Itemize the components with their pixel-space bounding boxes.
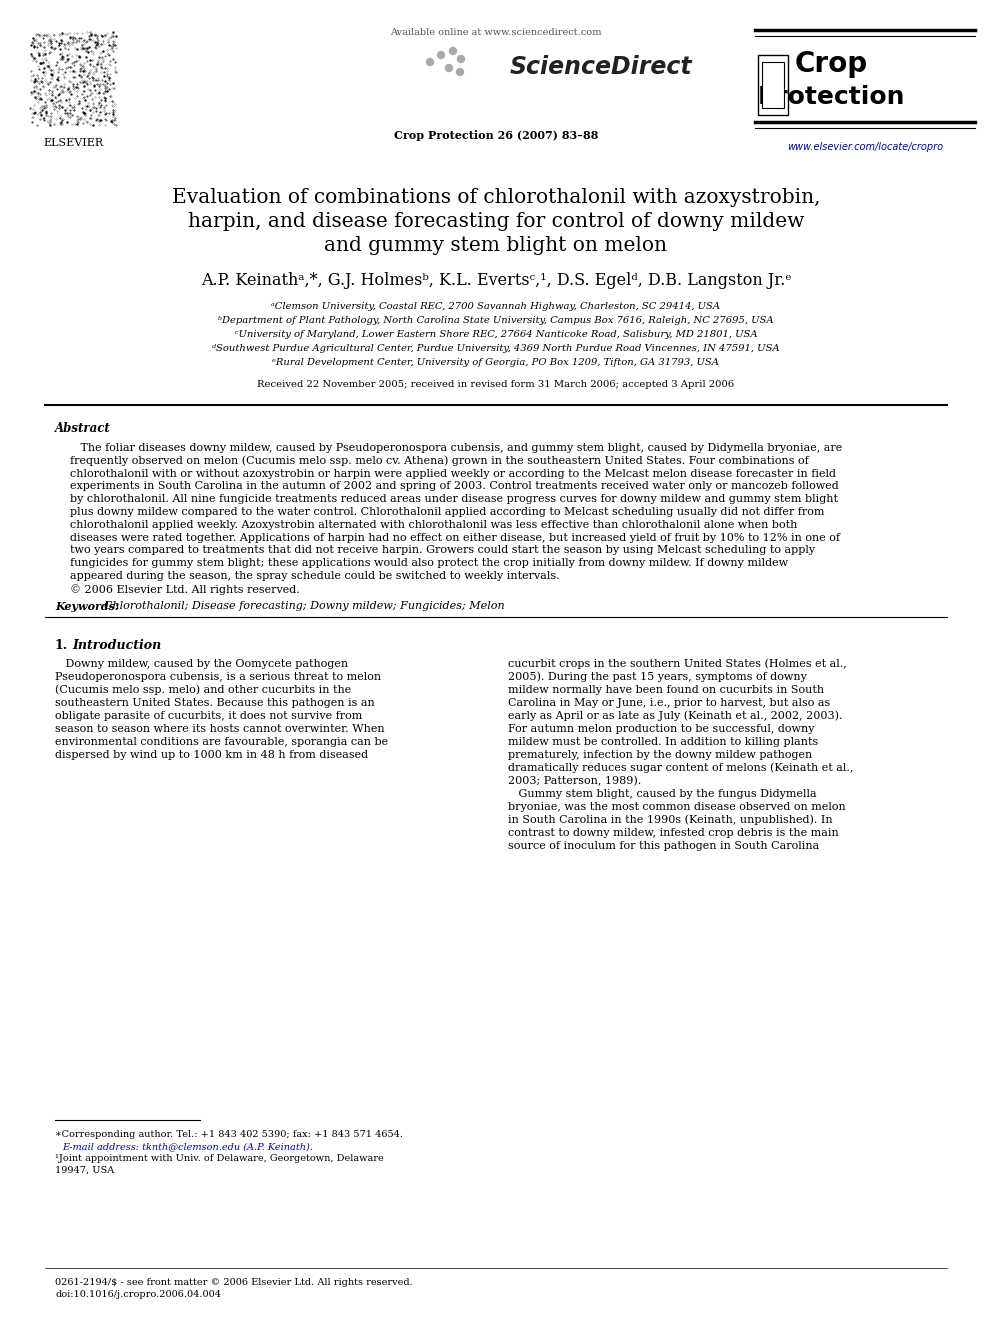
Text: in South Carolina in the 1990s (Keinath, unpublished). In: in South Carolina in the 1990s (Keinath,… bbox=[508, 815, 832, 826]
Text: chlorothalonil applied weekly. Azoxystrobin alternated with chlorothalonil was l: chlorothalonil applied weekly. Azoxystro… bbox=[70, 520, 798, 529]
Text: contrast to downy mildew, infested crop debris is the main: contrast to downy mildew, infested crop … bbox=[508, 828, 839, 837]
Text: early as April or as late as July (Keinath et al., 2002, 2003).: early as April or as late as July (Keina… bbox=[508, 710, 842, 721]
Text: cucurbit crops in the southern United States (Holmes et al.,: cucurbit crops in the southern United St… bbox=[508, 659, 847, 669]
Text: 0261-2194/$ - see front matter © 2006 Elsevier Ltd. All rights reserved.: 0261-2194/$ - see front matter © 2006 El… bbox=[55, 1278, 413, 1287]
Text: obligate parasite of cucurbits, it does not survive from: obligate parasite of cucurbits, it does … bbox=[55, 710, 362, 721]
Text: Available online at www.sciencedirect.com: Available online at www.sciencedirect.co… bbox=[390, 28, 602, 37]
Text: appeared during the season, the spray schedule could be switched to weekly inter: appeared during the season, the spray sc… bbox=[70, 572, 559, 581]
Text: The foliar diseases downy mildew, caused by Pseudoperonospora cubensis, and gumm: The foliar diseases downy mildew, caused… bbox=[70, 443, 842, 452]
Text: Gummy stem blight, caused by the fungus Didymella: Gummy stem blight, caused by the fungus … bbox=[508, 789, 816, 799]
Text: two years compared to treatments that did not receive harpin. Growers could star: two years compared to treatments that di… bbox=[70, 545, 815, 556]
Circle shape bbox=[437, 52, 444, 58]
Bar bbox=[762, 62, 784, 108]
Text: www.elsevier.com/locate/cropro: www.elsevier.com/locate/cropro bbox=[787, 142, 943, 152]
Text: ScienceDirect: ScienceDirect bbox=[510, 56, 692, 79]
Circle shape bbox=[456, 69, 463, 75]
Text: ᶜUniversity of Maryland, Lower Eastern Shore REC, 27664 Nanticoke Road, Salisbur: ᶜUniversity of Maryland, Lower Eastern S… bbox=[235, 329, 757, 339]
Text: southeastern United States. Because this pathogen is an: southeastern United States. Because this… bbox=[55, 697, 375, 708]
Text: ∗Corresponding author. Tel.: +1 843 402 5390; fax: +1 843 571 4654.: ∗Corresponding author. Tel.: +1 843 402 … bbox=[55, 1130, 403, 1139]
Text: 1.: 1. bbox=[55, 639, 68, 652]
Text: source of inoculum for this pathogen in South Carolina: source of inoculum for this pathogen in … bbox=[508, 840, 819, 851]
Text: Abstract: Abstract bbox=[55, 422, 111, 435]
Text: frequently observed on melon (Cucumis melo ssp. melo cv. Athena) grown in the so: frequently observed on melon (Cucumis me… bbox=[70, 456, 808, 467]
Bar bbox=[758, 56, 788, 115]
Text: E-mail address: tknth@clemson.edu (A.P. Keinath).: E-mail address: tknth@clemson.edu (A.P. … bbox=[62, 1142, 312, 1151]
Circle shape bbox=[445, 65, 452, 71]
Text: season to season where its hosts cannot overwinter. When: season to season where its hosts cannot … bbox=[55, 724, 385, 733]
Text: plus downy mildew compared to the water control. Chlorothalonil applied accordin: plus downy mildew compared to the water … bbox=[70, 507, 824, 517]
Text: Introduction: Introduction bbox=[72, 639, 162, 652]
Text: dramatically reduces sugar content of melons (Keinath et al.,: dramatically reduces sugar content of me… bbox=[508, 762, 853, 773]
Circle shape bbox=[457, 56, 464, 62]
Text: diseases were rated together. Applications of harpin had no effect on either dis: diseases were rated together. Applicatio… bbox=[70, 533, 840, 542]
Text: mildew must be controlled. In addition to killing plants: mildew must be controlled. In addition t… bbox=[508, 737, 818, 746]
Text: Received 22 November 2005; received in revised form 31 March 2006; accepted 3 Ap: Received 22 November 2005; received in r… bbox=[258, 380, 734, 389]
Text: fungicides for gummy stem blight; these applications would also protect the crop: fungicides for gummy stem blight; these … bbox=[70, 558, 788, 568]
Text: doi:10.1016/j.cropro.2006.04.004: doi:10.1016/j.cropro.2006.04.004 bbox=[55, 1290, 221, 1299]
Text: ᵇDepartment of Plant Pathology, North Carolina State University, Campus Box 7616: ᵇDepartment of Plant Pathology, North Ca… bbox=[218, 316, 774, 325]
Text: Keywords:: Keywords: bbox=[55, 601, 119, 611]
Text: experiments in South Carolina in the autumn of 2002 and spring of 2003. Control : experiments in South Carolina in the aut… bbox=[70, 482, 839, 491]
Text: dispersed by wind up to 1000 km in 48 h from diseased: dispersed by wind up to 1000 km in 48 h … bbox=[55, 750, 368, 759]
Text: Crop: Crop bbox=[795, 50, 868, 78]
Text: Pseudoperonospora cubensis, is a serious threat to melon: Pseudoperonospora cubensis, is a serious… bbox=[55, 672, 381, 681]
Text: ELSEVIER: ELSEVIER bbox=[43, 138, 103, 148]
Text: prematurely, infection by the downy mildew pathogen: prematurely, infection by the downy mild… bbox=[508, 750, 812, 759]
Text: mildew normally have been found on cucurbits in South: mildew normally have been found on cucur… bbox=[508, 684, 824, 695]
Text: A.P. Keinathᵃ,*, G.J. Holmesᵇ, K.L. Evertsᶜ,¹, D.S. Egelᵈ, D.B. Langston Jr.ᵉ: A.P. Keinathᵃ,*, G.J. Holmesᵇ, K.L. Ever… bbox=[200, 273, 792, 288]
Text: Downy mildew, caused by the Oomycete pathogen: Downy mildew, caused by the Oomycete pat… bbox=[55, 659, 348, 668]
Text: ¹Joint appointment with Univ. of Delaware, Georgetown, Delaware: ¹Joint appointment with Univ. of Delawar… bbox=[55, 1154, 384, 1163]
Text: environmental conditions are favourable, sporangia can be: environmental conditions are favourable,… bbox=[55, 737, 388, 746]
Bar bbox=[28, 30, 118, 130]
Text: bryoniae, was the most common disease observed on melon: bryoniae, was the most common disease ob… bbox=[508, 802, 846, 811]
Circle shape bbox=[449, 48, 456, 54]
Text: 2005). During the past 15 years, symptoms of downy: 2005). During the past 15 years, symptom… bbox=[508, 672, 806, 683]
Text: 2003; Patterson, 1989).: 2003; Patterson, 1989). bbox=[508, 775, 641, 786]
Text: Protection: Protection bbox=[758, 85, 906, 108]
Text: ᵃClemson University, Coastal REC, 2700 Savannah Highway, Charleston, SC 29414, U: ᵃClemson University, Coastal REC, 2700 S… bbox=[272, 302, 720, 311]
Text: © 2006 Elsevier Ltd. All rights reserved.: © 2006 Elsevier Ltd. All rights reserved… bbox=[70, 583, 300, 594]
Circle shape bbox=[427, 58, 434, 66]
Text: chlorothalonil with or without azoxystrobin or harpin were applied weekly or acc: chlorothalonil with or without azoxystro… bbox=[70, 468, 836, 479]
Text: 19947, USA: 19947, USA bbox=[55, 1166, 114, 1175]
Text: ᵈSouthwest Purdue Agricultural Center, Purdue University, 4369 North Purdue Road: ᵈSouthwest Purdue Agricultural Center, P… bbox=[212, 344, 780, 353]
Text: Carolina in May or June, i.e., prior to harvest, but also as: Carolina in May or June, i.e., prior to … bbox=[508, 697, 830, 708]
Text: and gummy stem blight on melon: and gummy stem blight on melon bbox=[324, 235, 668, 255]
Text: For autumn melon production to be successful, downy: For autumn melon production to be succes… bbox=[508, 724, 814, 733]
Text: (Cucumis melo ssp. melo) and other cucurbits in the: (Cucumis melo ssp. melo) and other cucur… bbox=[55, 684, 351, 695]
Text: harpin, and disease forecasting for control of downy mildew: harpin, and disease forecasting for cont… bbox=[187, 212, 805, 232]
Text: Evaluation of combinations of chlorothalonil with azoxystrobin,: Evaluation of combinations of chlorothal… bbox=[172, 188, 820, 206]
Text: by chlorothalonil. All nine fungicide treatments reduced areas under disease pro: by chlorothalonil. All nine fungicide tr… bbox=[70, 495, 838, 504]
Text: Chlorothalonil; Disease forecasting; Downy mildew; Fungicides; Melon: Chlorothalonil; Disease forecasting; Dow… bbox=[104, 601, 505, 611]
Text: ᵉRural Development Center, University of Georgia, PO Box 1209, Tifton, GA 31793,: ᵉRural Development Center, University of… bbox=[273, 359, 719, 366]
Text: Crop Protection 26 (2007) 83–88: Crop Protection 26 (2007) 83–88 bbox=[394, 130, 598, 142]
